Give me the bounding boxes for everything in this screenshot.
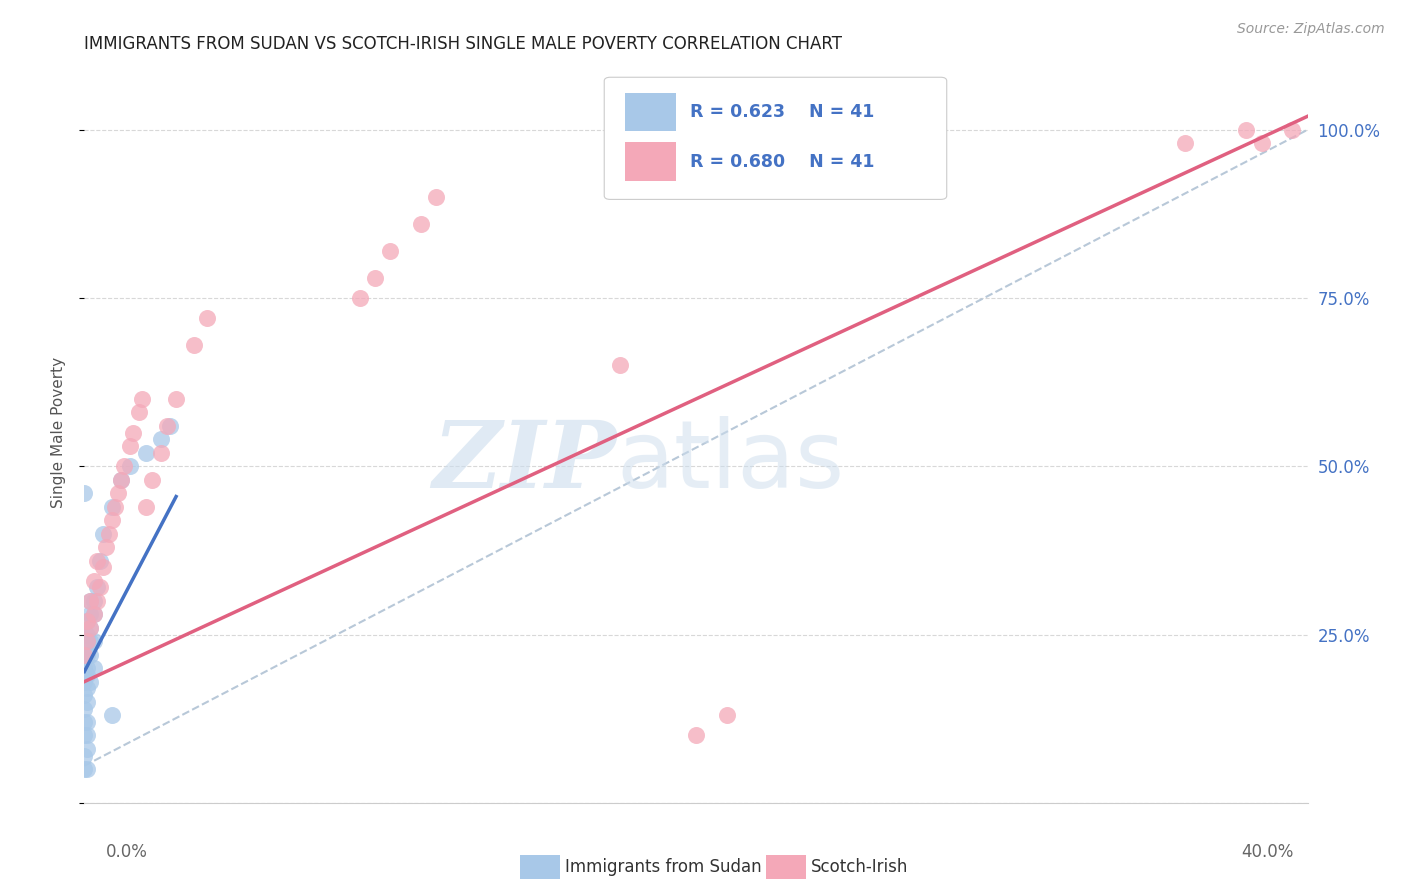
Point — [73, 762, 96, 776]
FancyBboxPatch shape — [626, 143, 676, 181]
Point — [135, 446, 157, 460]
Point — [76, 762, 98, 776]
Text: R = 0.680    N = 41: R = 0.680 N = 41 — [690, 153, 875, 170]
Point — [89, 581, 111, 595]
Point — [685, 729, 707, 743]
Point — [122, 425, 145, 440]
Text: ZIP: ZIP — [432, 417, 616, 508]
Point — [112, 459, 135, 474]
Point — [101, 500, 124, 514]
Point — [76, 614, 98, 628]
Point — [425, 190, 447, 204]
Point — [107, 486, 129, 500]
Point — [73, 661, 96, 675]
Point — [97, 526, 120, 541]
Point — [73, 674, 96, 689]
Point — [409, 217, 432, 231]
Point — [79, 594, 101, 608]
Point — [609, 359, 631, 373]
Y-axis label: Single Male Poverty: Single Male Poverty — [51, 357, 66, 508]
Point — [76, 634, 98, 648]
Text: IMMIGRANTS FROM SUDAN VS SCOTCH-IRISH SINGLE MALE POVERTY CORRELATION CHART: IMMIGRANTS FROM SUDAN VS SCOTCH-IRISH SI… — [84, 35, 842, 53]
Point — [83, 661, 105, 675]
Point — [79, 621, 101, 635]
Point — [73, 486, 96, 500]
Point — [91, 560, 114, 574]
Point — [73, 688, 96, 702]
Point — [73, 748, 96, 763]
Point — [141, 473, 163, 487]
Point — [79, 674, 101, 689]
Point — [86, 553, 108, 567]
Point — [86, 594, 108, 608]
Point — [76, 714, 98, 729]
Point — [195, 311, 218, 326]
Text: 40.0%: 40.0% — [1241, 843, 1294, 861]
Point — [159, 418, 181, 433]
Point — [1174, 136, 1197, 151]
Point — [1281, 122, 1303, 136]
Point — [1236, 122, 1258, 136]
Point — [83, 574, 105, 588]
Point — [86, 581, 108, 595]
Point — [89, 553, 111, 567]
Point — [79, 634, 101, 648]
Point — [91, 526, 114, 541]
Text: Immigrants from Sudan: Immigrants from Sudan — [565, 858, 762, 876]
Point — [73, 729, 96, 743]
Point — [156, 418, 179, 433]
Point — [83, 594, 105, 608]
Text: 0.0%: 0.0% — [105, 843, 148, 861]
Point — [73, 701, 96, 715]
Point — [76, 648, 98, 662]
Point — [79, 607, 101, 622]
Point — [110, 473, 132, 487]
Point — [101, 708, 124, 723]
Point — [79, 621, 101, 635]
Point — [76, 634, 98, 648]
Point — [131, 392, 153, 406]
Point — [1250, 136, 1272, 151]
Text: R = 0.623    N = 41: R = 0.623 N = 41 — [690, 103, 875, 121]
FancyBboxPatch shape — [626, 93, 676, 131]
Point — [83, 607, 105, 622]
Point — [76, 614, 98, 628]
Point — [76, 729, 98, 743]
Point — [120, 459, 142, 474]
Point — [165, 392, 187, 406]
Point — [110, 473, 132, 487]
Point — [128, 405, 150, 419]
Point — [76, 695, 98, 709]
Point — [73, 648, 96, 662]
Point — [716, 708, 738, 723]
Point — [76, 668, 98, 682]
Point — [79, 594, 101, 608]
Point — [79, 648, 101, 662]
Text: Scotch-Irish: Scotch-Irish — [811, 858, 908, 876]
Point — [349, 291, 371, 305]
Point — [149, 433, 172, 447]
Point — [135, 500, 157, 514]
Point — [83, 634, 105, 648]
Point — [94, 540, 117, 554]
Point — [76, 627, 98, 641]
Point — [73, 714, 96, 729]
FancyBboxPatch shape — [605, 78, 946, 200]
Text: Source: ZipAtlas.com: Source: ZipAtlas.com — [1237, 22, 1385, 37]
Point — [364, 270, 387, 285]
Point — [76, 681, 98, 696]
Point — [149, 446, 172, 460]
Point — [101, 513, 124, 527]
Point — [120, 439, 142, 453]
Point — [76, 742, 98, 756]
Point — [183, 338, 205, 352]
Point — [380, 244, 402, 258]
Text: atlas: atlas — [616, 417, 845, 508]
Point — [83, 607, 105, 622]
Point — [76, 661, 98, 675]
Point — [104, 500, 127, 514]
